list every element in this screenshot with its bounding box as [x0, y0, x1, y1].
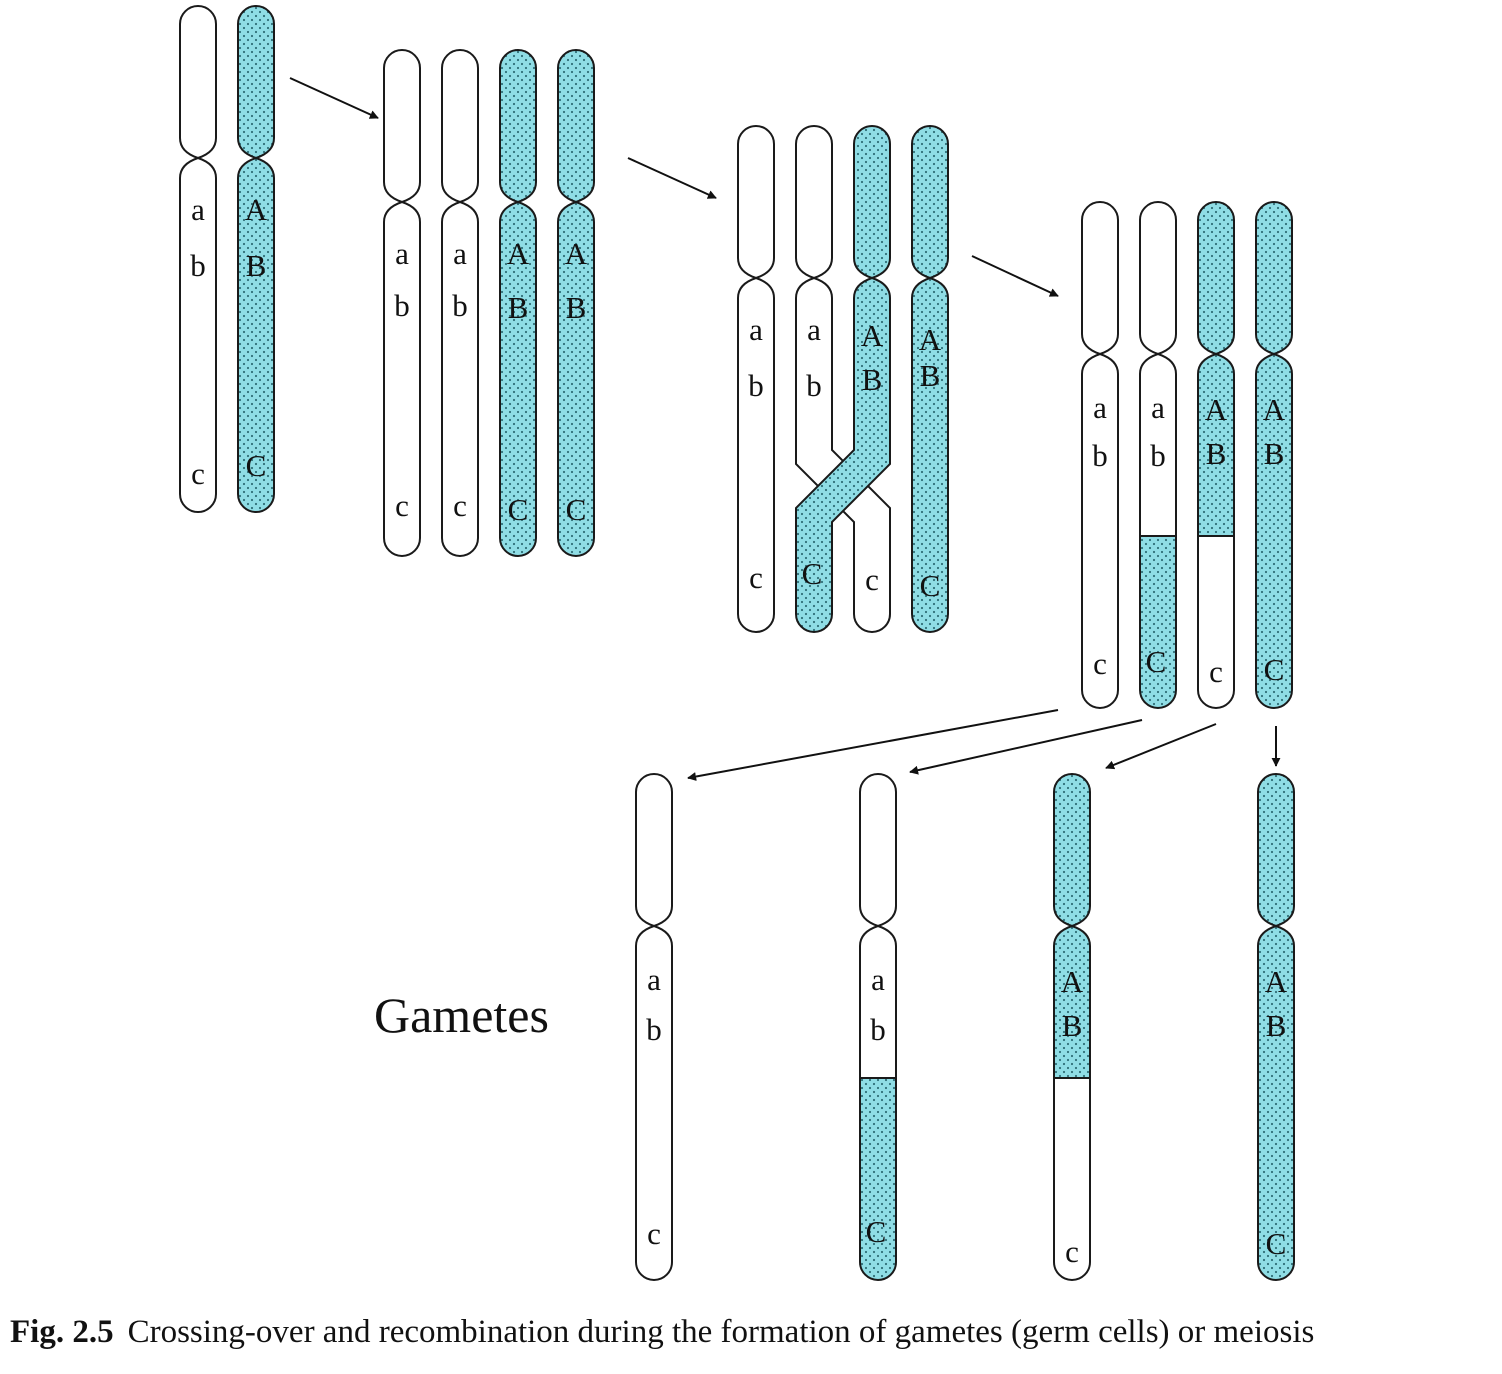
gene-label-B: B	[920, 358, 941, 393]
stage-3-crossing-over: a b c A B C a b A B C c	[737, 125, 949, 633]
gene-label-c: c	[1093, 646, 1107, 681]
gene-label-A: A	[565, 236, 588, 271]
gene-label-A: A	[1263, 392, 1286, 427]
gene-label-A: A	[1265, 964, 1288, 999]
chromatid-parental-plain: a b c	[1081, 201, 1119, 709]
gene-label-a: a	[191, 192, 205, 227]
gene-label-c: c	[395, 488, 409, 523]
gene-label-a: a	[807, 312, 821, 347]
gene-label-C: C	[1264, 652, 1285, 687]
gene-label-C: C	[566, 492, 587, 527]
gene-label-b: b	[1150, 438, 1166, 473]
gene-label-C: C	[508, 492, 529, 527]
chromatid-recombinant-Ac: A B c	[1197, 201, 1235, 709]
gamete-ABc: A B c	[1053, 773, 1091, 1281]
arrow-stage-3-4	[971, 255, 1059, 297]
gene-label-B: B	[1062, 1008, 1083, 1043]
arrow-to-gamete-1	[687, 709, 1059, 781]
meiosis-diagram: a b c A B C a b c a b c	[179, 5, 1295, 1281]
chromatid-shaded-2: A B C	[557, 49, 595, 557]
chromatid-plain-inner-upper	[795, 125, 833, 280]
gamete-abC: a b C	[859, 773, 897, 1281]
gene-label-b: b	[646, 1012, 662, 1047]
crossing-chromatids: a b A B C c	[795, 125, 891, 633]
gene-label-b: b	[1092, 438, 1108, 473]
chromatid-parental-shaded: A B C	[1255, 201, 1293, 709]
gene-label-A: A	[245, 192, 268, 227]
gene-label-B: B	[246, 248, 267, 283]
gene-label-c: c	[453, 488, 467, 523]
stage-1-pair: a b c A B C	[179, 5, 275, 513]
gene-label-B: B	[1264, 436, 1285, 471]
gene-label-b: b	[806, 368, 822, 403]
gene-label-a: a	[1151, 390, 1165, 425]
chromatid-plain-2: a b c	[441, 49, 479, 557]
gene-label-B: B	[1266, 1008, 1287, 1043]
gene-label-a: a	[395, 236, 409, 271]
gene-label-b: b	[870, 1012, 886, 1047]
gene-label-c: c	[1065, 1234, 1079, 1269]
arrow-stage-2-3	[627, 157, 717, 199]
gene-label-B: B	[566, 290, 587, 325]
gene-label-b: b	[452, 288, 468, 323]
gene-label-A: A	[919, 322, 942, 357]
gametes-row: a b c a b C A B c A B C	[635, 773, 1295, 1281]
gene-label-a: a	[647, 962, 661, 997]
gene-label-b: b	[748, 368, 764, 403]
chromatid-plain-outer: a b c	[737, 125, 775, 633]
gene-label-c: c	[865, 562, 879, 597]
gene-label-C: C	[1266, 1226, 1287, 1261]
chromatid-shaded-1: A B C	[499, 49, 537, 557]
gene-label-C: C	[246, 448, 267, 483]
gene-label-B: B	[508, 290, 529, 325]
gene-label-a: a	[749, 312, 763, 347]
chromatid-recombinant-aC: a b C	[1139, 201, 1177, 709]
arrow-to-gamete-3	[1105, 723, 1217, 770]
figure-number: Fig. 2.5	[10, 1314, 114, 1350]
gene-label-A: A	[1061, 964, 1084, 999]
gene-label-a: a	[453, 236, 467, 271]
figure-caption-text: Crossing-over and recombination during t…	[127, 1314, 1315, 1350]
arrow-to-gamete-2	[909, 719, 1143, 775]
gene-label-A: A	[1205, 392, 1228, 427]
gene-label-A: A	[861, 318, 884, 353]
crossing-arm-plain	[795, 276, 891, 633]
stage-4-recombinant: a b c a b C A B c A B C	[1081, 201, 1293, 709]
gametes-label: Gametes	[374, 987, 549, 1043]
chromosome-shaded: A B C	[237, 5, 275, 513]
gene-label-B: B	[1206, 436, 1227, 471]
gene-label-C: C	[802, 556, 823, 591]
gene-label-a: a	[1093, 390, 1107, 425]
arrow-stage-1-2	[289, 77, 379, 119]
gene-label-C: C	[1146, 644, 1167, 679]
chromosome-plain: a b c	[179, 5, 217, 513]
crossing-arm-shaded	[795, 276, 891, 633]
gene-label-A: A	[507, 236, 530, 271]
gene-label-c: c	[647, 1216, 661, 1251]
chromatid-plain-1: a b c	[383, 49, 421, 557]
gene-label-a: a	[871, 962, 885, 997]
chromatid-shaded-inner-upper	[853, 125, 891, 280]
gene-label-b: b	[190, 248, 206, 283]
stage-2-replicated: a b c a b c A B C A B C	[383, 49, 595, 557]
gene-label-c: c	[191, 456, 205, 491]
chromatid-shaded-outer: A B C	[911, 125, 949, 633]
gamete-abc: a b c	[635, 773, 673, 1281]
gene-label-C: C	[920, 568, 941, 603]
gene-label-b: b	[394, 288, 410, 323]
gene-label-C: C	[866, 1214, 887, 1249]
figure-caption: Fig. 2.5 Crossing-over and recombination …	[10, 1314, 1500, 1351]
gene-label-c: c	[749, 560, 763, 595]
gamete-ABC: A B C	[1257, 773, 1295, 1281]
gene-label-c: c	[1209, 654, 1223, 689]
gene-label-B: B	[862, 362, 883, 397]
